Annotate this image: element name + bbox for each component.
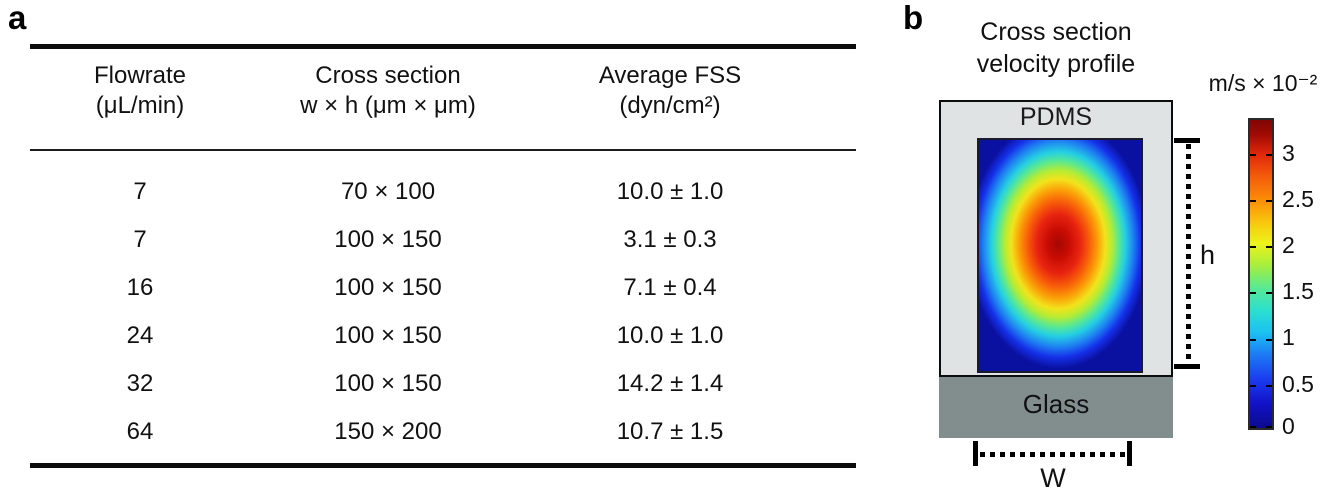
w-dimension-right-cap (1127, 441, 1132, 466)
cross-section-cell: 100 × 150 (334, 226, 442, 253)
header-avg-fss-line1: Average FSS (598, 62, 742, 89)
colorbar-tick-label: 3 (1282, 140, 1295, 166)
flowrate-cell: 7 (133, 226, 147, 253)
header-cross-section: Cross section w × h (μm × μm) (250, 61, 526, 121)
avg-fss-cell: 10.0 ± 1.0 (616, 322, 724, 349)
pdms-label: PDMS (1019, 103, 1093, 131)
colorbar (1248, 118, 1274, 430)
cross-section-cell: 150 × 200 (334, 418, 442, 445)
colorbar-tick (1250, 385, 1256, 387)
header-cross-section-line2: w × h (μm × μm) (300, 92, 476, 119)
h-dimension-dotted-line (1186, 144, 1191, 364)
flowrate-cell: 24 (126, 322, 154, 349)
table-row: 7 70 × 100 10.0 ± 1.0 (30, 168, 856, 216)
table-row: 32 100 × 150 14.2 ± 1.4 (30, 360, 856, 408)
table-header-rule (30, 149, 856, 151)
panel-b-title: Cross section velocity profile (920, 16, 1192, 80)
colorbar-tick (1266, 200, 1272, 202)
flowrate-cell: 7 (133, 178, 147, 205)
colorbar-tick (1250, 339, 1256, 341)
colorbar-tick-label: 1.5 (1282, 278, 1314, 304)
h-dimension-top-cap (1174, 138, 1200, 143)
colorbar-tick (1250, 200, 1256, 202)
colorbar-tick (1250, 426, 1256, 428)
w-dimension-dotted-line (980, 452, 1126, 457)
fss-table: Flowrate (μL/min) Cross section w × h (μ… (30, 44, 856, 468)
avg-fss-cell: 3.1 ± 0.3 (623, 226, 717, 253)
avg-fss-cell: 14.2 ± 1.4 (616, 370, 724, 397)
table-row: 7 100 × 150 3.1 ± 0.3 (30, 216, 856, 264)
table-row: 64 150 × 200 10.7 ± 1.5 (30, 408, 856, 456)
colorbar-tick-label: 0 (1282, 413, 1295, 439)
colorbar-tick-label: 1 (1282, 324, 1295, 350)
w-dimension-left-cap (973, 441, 978, 466)
glass-label: Glass (1022, 389, 1090, 419)
panel-b-title-line1: Cross section (980, 18, 1132, 46)
colorbar-tick-label: 0.5 (1282, 371, 1314, 397)
flowrate-cell: 16 (126, 274, 154, 301)
header-cross-section-line1: Cross section (315, 62, 461, 89)
header-avg-fss: Average FSS (dyn/cm²) (526, 61, 814, 121)
cross-section-cell: 100 × 150 (334, 322, 442, 349)
header-avg-fss-line2: (dyn/cm²) (619, 92, 721, 119)
h-dimension-label: h (1200, 240, 1216, 270)
colorbar-tick (1250, 292, 1256, 294)
panel-b-title-line2: velocity profile (976, 50, 1136, 78)
cross-section-cell: 70 × 100 (340, 178, 436, 205)
header-flowrate: Flowrate (μL/min) (30, 61, 250, 121)
colorbar-tick (1250, 246, 1256, 248)
colorbar-tick (1266, 292, 1272, 294)
table-row: 24 100 × 150 10.0 ± 1.0 (30, 312, 856, 360)
colorbar-tick (1266, 246, 1272, 248)
h-dimension-bottom-cap (1174, 364, 1200, 369)
colorbar-tick-label: 2 (1282, 232, 1295, 258)
colorbar-tick (1266, 339, 1272, 341)
avg-fss-cell: 10.0 ± 1.0 (616, 178, 724, 205)
glass-box (939, 377, 1173, 438)
header-flowrate-line2: (μL/min) (95, 92, 185, 119)
colorbar-unit-label: m/s × 10⁻² (1208, 70, 1318, 96)
panel-a-label: a (8, 0, 27, 36)
avg-fss-cell: 10.7 ± 1.5 (616, 418, 724, 445)
colorbar-tick (1266, 154, 1272, 156)
cross-section-cell: 100 × 150 (334, 370, 442, 397)
colorbar-tick-label: 2.5 (1282, 186, 1314, 212)
table-top-rule (30, 44, 856, 49)
avg-fss-cell: 7.1 ± 0.4 (623, 274, 717, 301)
w-dimension-label: W (1040, 463, 1066, 493)
table-row: 16 100 × 150 7.1 ± 0.4 (30, 264, 856, 312)
flowrate-cell: 32 (126, 370, 154, 397)
header-flowrate-line1: Flowrate (93, 62, 187, 89)
table-body: 7 70 × 100 10.0 ± 1.0 7 100 × 150 3.1 ± … (30, 168, 856, 456)
velocity-profile-heatmap (977, 138, 1143, 373)
colorbar-tick (1266, 426, 1272, 428)
cross-section-cell: 100 × 150 (334, 274, 442, 301)
colorbar-tick (1250, 154, 1256, 156)
table-bottom-rule (30, 463, 856, 468)
flowrate-cell: 64 (126, 418, 154, 445)
panel-b-label: b (903, 0, 924, 36)
colorbar-tick (1266, 385, 1272, 387)
table-header-row: Flowrate (μL/min) Cross section w × h (μ… (30, 49, 856, 121)
